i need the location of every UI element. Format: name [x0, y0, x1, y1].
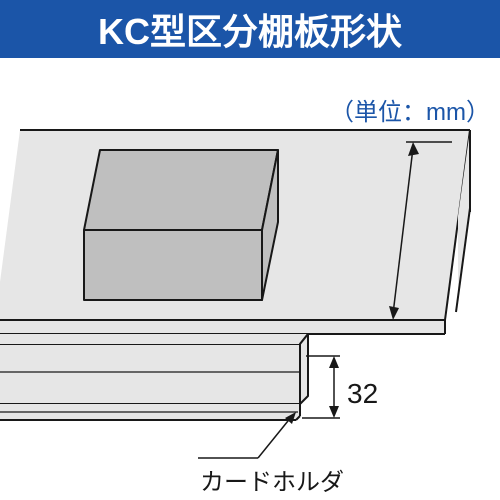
diagram-svg: [0, 0, 500, 500]
